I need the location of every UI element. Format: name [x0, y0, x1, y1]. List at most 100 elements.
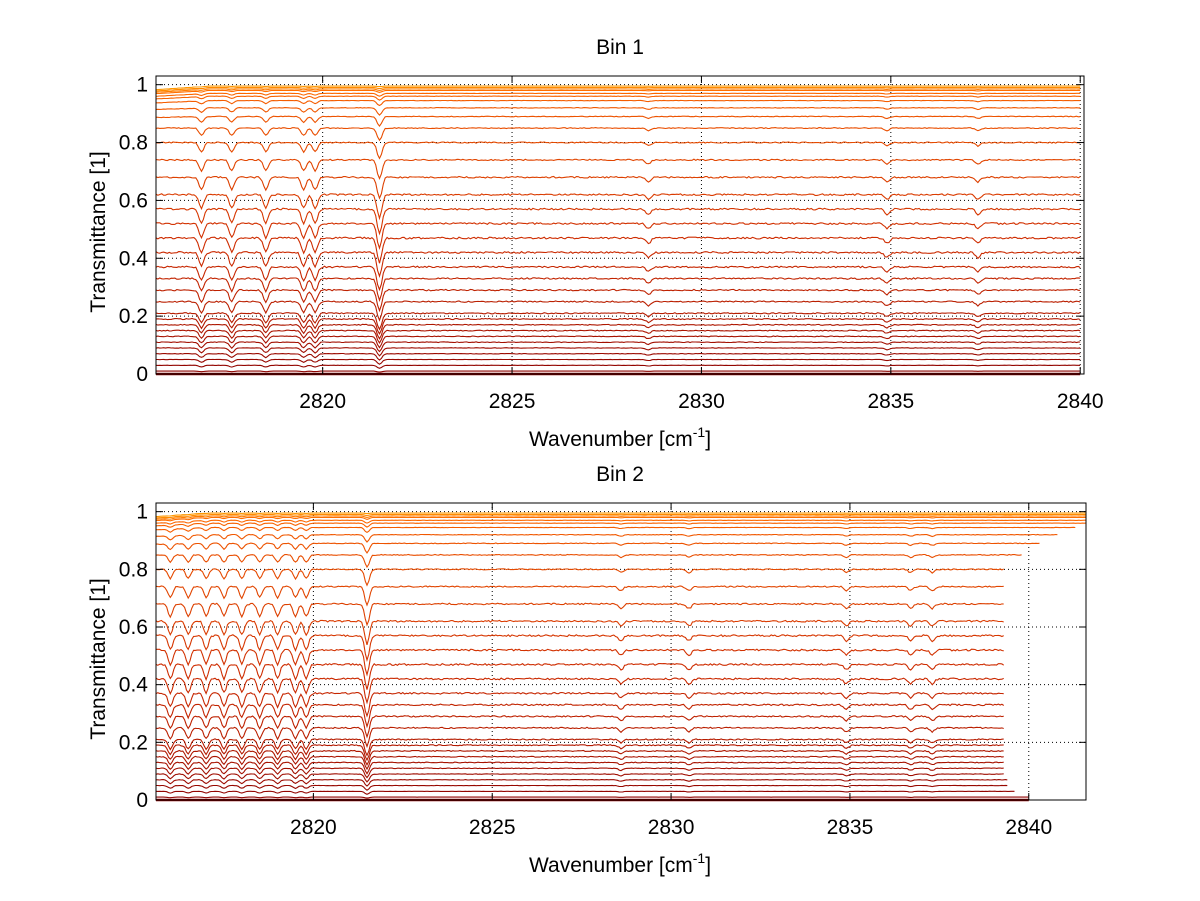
- y-tick-label: 0.6: [119, 616, 148, 639]
- series-line: [155, 602, 1004, 627]
- series-line: [155, 115, 1081, 128]
- series-line: [155, 749, 1004, 767]
- series-line: [155, 634, 1004, 663]
- x-tick-label: 2825: [489, 390, 536, 413]
- series-line: [156, 526, 1076, 534]
- y-tick-label: 0.2: [119, 305, 148, 328]
- plot-frame: [155, 502, 1087, 801]
- series-line: [155, 193, 1081, 221]
- series-line: [155, 92, 1081, 97]
- x-axis-label-sup: -1: [693, 424, 706, 440]
- series-line: [155, 95, 1081, 101]
- series-line: [156, 796, 1029, 799]
- series-group: [155, 512, 1087, 802]
- y-tick-label: 1: [136, 74, 148, 97]
- x-tick-label: 2825: [469, 816, 516, 839]
- series-line: [155, 86, 1081, 92]
- series-line: [155, 175, 1081, 200]
- series-line: [155, 335, 1081, 349]
- series-line: [155, 691, 1004, 718]
- chart-panel-bin-1: Bin 1 2820 2825 2830 2835 2840 0 0.2 0.4 0.6 0.8 1…: [87, 36, 1104, 451]
- series-line: [155, 364, 1081, 369]
- series-line: [155, 158, 1081, 180]
- series-line: [155, 85, 1081, 91]
- x-tick-label: 2820: [290, 816, 337, 839]
- x-axis-label-sup: -1: [693, 850, 706, 866]
- series-line: [155, 127, 1081, 142]
- x-axis-label-main: Wavenumber [cm: [529, 854, 693, 877]
- y-tick-label: 0.8: [119, 558, 148, 581]
- chart-panel-bin-2: Bin 2 2820 2825 2830 2835 2840 0 0.2 0.4 0.6 0.8 1…: [87, 463, 1087, 877]
- series-line: [155, 513, 1087, 519]
- series-line: [156, 648, 1004, 677]
- series-line: [155, 619, 1004, 646]
- series-line: [156, 784, 1008, 791]
- y-tick-label: 0.4: [119, 247, 149, 270]
- series-line: [155, 744, 1004, 762]
- series-line: [155, 761, 1004, 775]
- series-line: [156, 99, 1081, 107]
- x-tick-label: 2835: [827, 816, 874, 839]
- series-line: [155, 312, 1081, 331]
- x-tick-label: 2835: [867, 390, 914, 413]
- x-axis-label-end: ]: [705, 854, 711, 877]
- chart-title: Bin 2: [596, 463, 644, 486]
- series-line: [155, 767, 1004, 779]
- y-axis-label: Transmittance [1]: [87, 578, 110, 739]
- x-axis-label: Wavenumber [cm-1]: [529, 850, 711, 877]
- x-axis-label: Wavenumber [cm-1]: [529, 424, 711, 451]
- series-line: [155, 703, 1005, 729]
- series-line: [155, 317, 1081, 335]
- y-tick-label: 1: [136, 501, 148, 524]
- series-line: [155, 250, 1081, 279]
- series-line: [155, 141, 1081, 160]
- series-line: [155, 207, 1081, 236]
- series-line: [155, 790, 1015, 795]
- series-line: [156, 358, 1081, 365]
- series-line: [155, 568, 1004, 587]
- series-line: [155, 107, 1081, 116]
- series-line: [155, 236, 1081, 264]
- series-line: [155, 662, 1005, 690]
- series-line: [155, 533, 1058, 543]
- x-tick-label: 2820: [299, 390, 346, 413]
- x-tick-label: 2840: [1005, 816, 1052, 839]
- series-line: [155, 265, 1081, 292]
- series-line: [156, 542, 1040, 554]
- series-line: [156, 222, 1081, 250]
- y-tick-label: 0: [136, 789, 148, 812]
- series-line: [155, 288, 1081, 313]
- ticks: 2820 2825 2830 2835 2840 0 0.2 0.4 0.6 0.8 1: [119, 501, 1086, 839]
- series-line: [155, 515, 1087, 520]
- series-line: [155, 329, 1081, 344]
- series-line: [156, 352, 1081, 361]
- series-line: [155, 585, 1004, 607]
- y-tick-label: 0.6: [119, 189, 148, 212]
- series-line: [155, 323, 1081, 340]
- series-line: [156, 779, 1008, 787]
- plot-frame: [155, 75, 1085, 375]
- series-line: [155, 522, 1087, 528]
- series-line: [155, 516, 1086, 522]
- series-line: [155, 277, 1081, 302]
- series-line: [155, 726, 1004, 749]
- series-line: [155, 89, 1081, 95]
- series-line: [155, 738, 1004, 757]
- y-tick-label: 0: [136, 363, 148, 386]
- series-line: [156, 300, 1081, 322]
- series-line: [156, 370, 1081, 373]
- series-line: [155, 715, 1004, 739]
- chart-title: Bin 1: [596, 36, 644, 59]
- series-line: [155, 519, 1086, 525]
- y-tick-label: 0.8: [119, 132, 148, 155]
- x-axis-label-end: ]: [705, 428, 711, 451]
- x-tick-label: 2830: [678, 390, 725, 413]
- x-tick-label: 2840: [1057, 390, 1104, 413]
- series-line: [155, 553, 1022, 569]
- series-line: [155, 88, 1081, 93]
- x-axis-label-main: Wavenumber [cm: [529, 428, 693, 451]
- y-tick-label: 0.4: [119, 674, 149, 697]
- series-line: [155, 755, 1004, 771]
- y-axis-label: Transmittance [1]: [87, 151, 110, 312]
